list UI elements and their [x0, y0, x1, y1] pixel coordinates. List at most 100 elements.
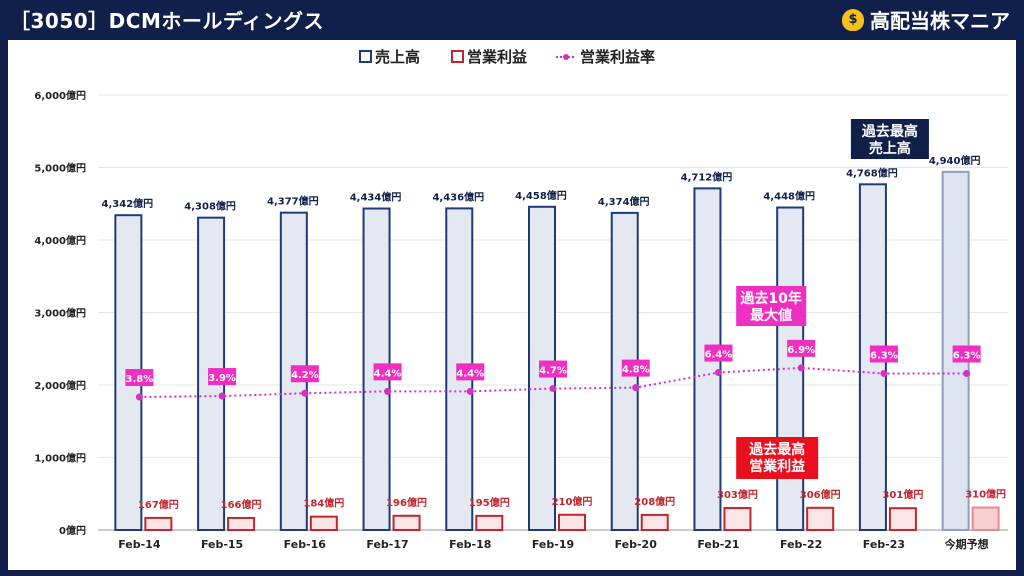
page-title: ［3050］DCMホールディングス: [10, 9, 324, 33]
record-sales-callout: [850, 119, 929, 159]
profit-bar: [971, 506, 1000, 531]
record-margin-callout: [736, 286, 807, 326]
margin-data-label: 6.4%: [705, 350, 733, 361]
margin-data-label: 4.8%: [622, 365, 650, 376]
profit-bar: [558, 513, 586, 531]
x-tick-label: Feb-23: [863, 538, 905, 551]
margin-label-box: [704, 344, 733, 362]
record-profit-callout-text: 営業利益: [749, 458, 805, 475]
record-margin-callout-text: 最大値: [750, 307, 792, 324]
margin-data-label: 6.9%: [787, 345, 815, 356]
x-tick-label: Feb-22: [780, 538, 822, 551]
profit-data-label: 301億円: [882, 488, 923, 501]
profit-bar: [640, 513, 669, 532]
margin-label-box: [456, 363, 485, 381]
profit-bar: [392, 514, 421, 532]
margin-label-box: [208, 368, 237, 386]
sales-data-label: 4,712億円: [681, 170, 733, 183]
record-profit-callout: [736, 437, 819, 479]
y-tick-label: 5,000億円: [34, 162, 86, 175]
margin-point: [384, 387, 392, 395]
legend-label-sales: 売上高: [375, 48, 420, 66]
margin-point: [218, 392, 226, 400]
margin-label-box: [869, 345, 898, 363]
sales-data-label: 4,342億円: [102, 197, 154, 210]
margin-data-label: 6.3%: [870, 351, 898, 362]
sales-data-label: 4,308億円: [184, 200, 236, 213]
margin-point: [963, 370, 971, 377]
margin-point: [632, 384, 640, 392]
record-margin-callout-text: 過去10年: [739, 290, 801, 307]
x-tick-label: Feb-18: [449, 538, 491, 551]
brand-name: 高配当株マニア: [870, 9, 1010, 33]
legend-swatch-sales: [359, 50, 372, 63]
sales-data-label: 4,768億円: [846, 166, 898, 179]
y-tick-label: 0億円: [59, 524, 86, 537]
profit-bar: [227, 516, 256, 531]
margin-data-label: 6.3%: [953, 351, 981, 362]
chart-panel: 0億円 1,000億円 2,000億円 3,000億円 4,000億円 5,000億円 6,…: [8, 40, 1016, 570]
margin-data-label: 4.4%: [374, 368, 402, 379]
profit-bar: [309, 515, 338, 532]
margin-point: [135, 393, 143, 401]
margin-data-label: 3.8%: [125, 374, 153, 385]
sales-data-label: 4,374億円: [598, 195, 650, 208]
profit-bar: [475, 514, 504, 531]
y-tick-label: 3,000億円: [34, 307, 86, 320]
profit-data-label: 210億円: [552, 495, 593, 508]
legend-label-profit: 営業利益: [467, 48, 527, 66]
margin-point: [797, 364, 805, 372]
profit-data-label: 208億円: [634, 495, 675, 508]
profit-data-label: 167億円: [138, 498, 179, 511]
sales-data-label: 4,458億円: [515, 189, 567, 202]
x-tick-label: Feb-20: [615, 538, 658, 551]
margin-point: [880, 370, 888, 377]
record-sales-callout-text: 売上高: [869, 140, 911, 157]
profit-data-label: 310億円: [965, 488, 1006, 501]
margin-data-label: 3.9%: [208, 373, 236, 384]
sales-data-label: 4,436億円: [432, 190, 484, 203]
brand-logo: $ 高配当株マニア: [842, 5, 1010, 34]
profit-bar: [723, 507, 752, 532]
y-tick-label: 6,000億円: [34, 89, 86, 102]
y-tick-label: 4,000億円: [34, 234, 86, 247]
margin-data-label: 4.7%: [539, 366, 567, 377]
profit-bar: [144, 516, 173, 531]
margin-point: [466, 387, 474, 395]
margin-line: [139, 366, 967, 398]
money-bag-icon: $: [842, 8, 864, 31]
profit-data-label: 195億円: [469, 496, 510, 509]
profit-data-label: 184億円: [303, 497, 344, 510]
profit-data-label: 306億円: [800, 488, 841, 501]
x-tick-label: Feb-14: [118, 538, 161, 551]
profit-data-label: 303億円: [717, 488, 758, 501]
margin-label-box: [125, 369, 154, 386]
margin-point: [301, 389, 309, 397]
margin-label-box: [787, 339, 816, 357]
y-tick-label: 2,000億円: [34, 379, 86, 392]
margin-data-label: 4.2%: [291, 370, 319, 381]
legend-swatch-profit: [451, 50, 464, 63]
x-tick-label: Feb-19: [532, 538, 574, 551]
margin-data-label: 4.4%: [456, 368, 484, 379]
chart: 0億円 1,000億円 2,000億円 3,000億円 4,000億円 5,000億円 6,…: [34, 48, 1008, 551]
x-tick-label: 今期予想: [944, 537, 989, 551]
profit-bar: [806, 506, 835, 532]
sales-data-label: 4,940億円: [929, 154, 981, 167]
sales-data-label: 4,377億円: [267, 195, 319, 208]
profit-data-label: 196億円: [386, 496, 427, 509]
margin-label-box: [373, 363, 402, 381]
record-profit-callout-text: 過去最高: [748, 441, 805, 458]
margin-label-box: [621, 359, 650, 377]
profit-data-label: 166億円: [221, 498, 262, 511]
margin-point: [714, 369, 722, 377]
margin-label-box: [952, 345, 981, 363]
sales-data-label: 4,448億円: [763, 190, 815, 203]
sales-data-label: 4,434億円: [350, 191, 402, 204]
legend-marker-margin: [563, 54, 569, 60]
header-bar: ［3050］DCMホールディングス $ 高配当株マニア: [0, 0, 1024, 38]
x-tick-label: Feb-17: [366, 538, 408, 551]
record-sales-callout-text: 過去最高: [861, 123, 918, 140]
margin-label-box: [539, 360, 567, 378]
x-tick-label: Feb-16: [284, 538, 327, 551]
